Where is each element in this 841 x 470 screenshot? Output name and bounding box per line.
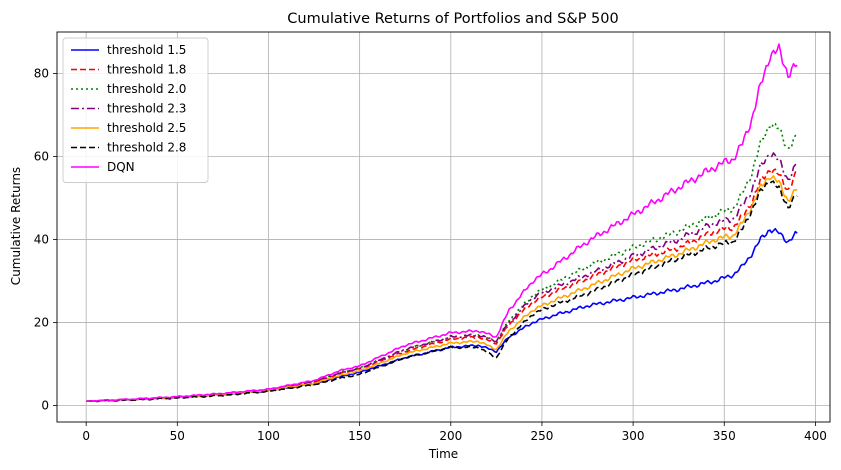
- x-axis-label: Time: [428, 447, 458, 461]
- x-tick-label: 50: [170, 429, 185, 443]
- legend: threshold 1.5 threshold 1.8 threshold 2.0 t…: [62, 37, 209, 183]
- y-tick-label: 40: [34, 232, 49, 246]
- legend-label: DQN: [107, 160, 135, 174]
- x-tick-label: 300: [622, 429, 645, 443]
- plot-frame: [56, 31, 831, 423]
- x-axis-ticks: 0 50 100 150 200 250 300 350 400: [82, 422, 827, 443]
- y-tick-label: 20: [34, 315, 49, 329]
- series-line: [86, 43, 798, 403]
- x-tick-label: 400: [804, 429, 827, 443]
- legend-label: threshold 2.8: [107, 141, 186, 155]
- legend-label: threshold 1.8: [107, 63, 186, 77]
- x-tick-label: 250: [530, 429, 553, 443]
- legend-label: threshold 1.5: [107, 43, 186, 57]
- series-line: [86, 152, 798, 403]
- grid-lines: [57, 32, 830, 422]
- y-tick-label: 80: [34, 66, 49, 80]
- legend-label: threshold 2.0: [107, 82, 186, 96]
- y-axis-ticks: 0 20 40 60 80: [34, 66, 57, 412]
- x-tick-label: 0: [82, 429, 90, 443]
- y-axis-label: Cumulative Returns: [9, 167, 23, 285]
- legend-label: threshold 2.3: [107, 102, 186, 116]
- legend-box: [62, 37, 209, 183]
- series-line: [86, 180, 798, 403]
- chart-title: Cumulative Returns of Portfolios and S&P…: [287, 11, 618, 27]
- x-tick-label: 200: [439, 429, 462, 443]
- x-tick-label: 100: [257, 429, 280, 443]
- series-lines: [86, 43, 798, 403]
- x-tick-label: 150: [348, 429, 371, 443]
- legend-label: threshold 2.5: [107, 121, 186, 135]
- y-tick-label: 0: [41, 398, 49, 412]
- x-tick-label: 350: [713, 429, 736, 443]
- y-tick-label: 60: [34, 149, 49, 163]
